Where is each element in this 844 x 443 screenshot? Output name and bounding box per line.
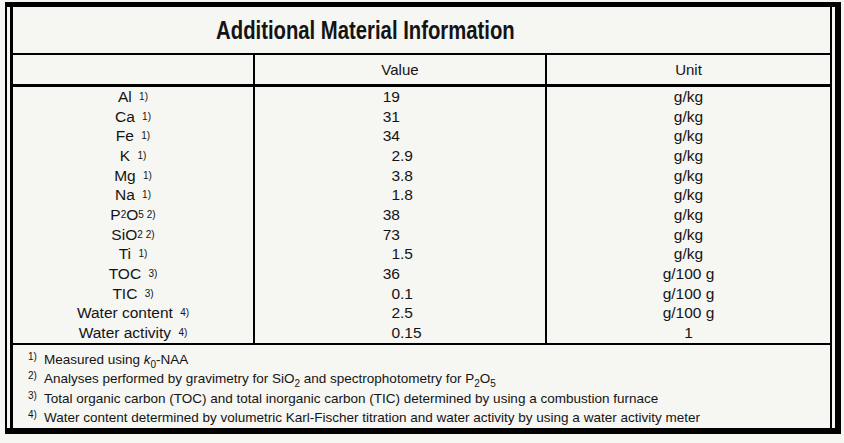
column-header-unit: Unit — [547, 55, 830, 84]
value-cell: 36 — [255, 264, 547, 284]
table-row: Fe 1)34g/kg — [13, 126, 830, 146]
unit-cell: g/kg — [547, 146, 830, 166]
footnote-marker: 4) — [28, 409, 37, 420]
table-row: SiO2 2)73g/kg — [13, 225, 830, 245]
value-cell: 31 — [255, 107, 547, 127]
table-title-row: Additional Material Information — [13, 7, 830, 55]
material-name-cell: Fe 1) — [13, 126, 255, 146]
unit-cell: g/100 g — [547, 304, 830, 324]
footnote: 4) Water content determined by volumetric… — [28, 408, 818, 427]
column-header-value: Value — [255, 55, 547, 84]
material-name-cell: Al 1) — [13, 87, 255, 107]
material-name-cell: P2O5 2) — [13, 205, 255, 225]
page-title: Additional Material Information — [216, 15, 515, 46]
material-name-cell: K 1) — [13, 146, 255, 166]
footnote: 3) Total organic carbon (TOC) and total i… — [28, 389, 818, 408]
footnote-text: Total organic carbon (TOC) and total ino… — [44, 391, 658, 406]
material-name-cell: Water content 4) — [13, 304, 255, 324]
value-cell: 0.15 — [255, 323, 547, 343]
footnotes-section: 1) Measured using k0-NAA 2) Analyses perfor… — [13, 345, 830, 428]
table-row: Water activity 4)0.151 — [13, 323, 830, 343]
table-row: K 1)2.9g/kg — [13, 146, 830, 166]
value-cell: 2.5 — [255, 304, 547, 324]
value-cell: 3.8 — [255, 166, 547, 186]
table-row: Na 1)1.8g/kg — [13, 185, 830, 205]
footnote-text: Water content determined by volumetric K… — [44, 410, 700, 425]
material-name-cell: Water activity 4) — [13, 323, 255, 343]
material-info-table: Additional Material Information Value Un… — [10, 7, 832, 428]
footnote-marker: 2) — [28, 370, 37, 381]
footnote: 2) Analyses performed by gravimetry for S… — [28, 369, 818, 388]
table-row: TOC 3)36g/100 g — [13, 264, 830, 284]
column-header-material — [13, 55, 255, 84]
document-frame: Additional Material Information Value Un… — [5, 2, 841, 434]
unit-cell: g/kg — [547, 107, 830, 127]
material-name-cell: Ti 1) — [13, 245, 255, 265]
unit-cell: 1 — [547, 323, 830, 343]
table-row: Ca 1)31g/kg — [13, 107, 830, 127]
unit-cell: g/kg — [547, 185, 830, 205]
table-row: Water content 4)2.5g/100 g — [13, 304, 830, 324]
value-cell: 38 — [255, 205, 547, 225]
unit-cell: g/kg — [547, 166, 830, 186]
footnote-marker: 1) — [28, 351, 37, 362]
table-body: Al 1)19g/kgCa 1)31g/kgFe 1)34g/kgK 1)2.9… — [13, 87, 830, 345]
table-header-row: Value Unit — [13, 55, 830, 87]
value-cell: 73 — [255, 225, 547, 245]
unit-cell: g/100 g — [547, 284, 830, 304]
material-name-cell: Mg 1) — [13, 166, 255, 186]
table-row: Mg 1)3.8g/kg — [13, 166, 830, 186]
unit-cell: g/kg — [547, 87, 830, 107]
material-name-cell: TIC 3) — [13, 284, 255, 304]
material-name-cell: TOC 3) — [13, 264, 255, 284]
value-cell: 0.1 — [255, 284, 547, 304]
table-row: Ti 1)1.5g/kg — [13, 245, 830, 265]
value-cell: 1.5 — [255, 245, 547, 265]
unit-cell: g/kg — [547, 225, 830, 245]
value-cell: 19 — [255, 87, 547, 107]
footnote-text: Measured using k0-NAA — [44, 352, 188, 367]
unit-cell: g/kg — [547, 126, 830, 146]
material-name-cell: Ca 1) — [13, 107, 255, 127]
value-cell: 2.9 — [255, 146, 547, 166]
footnote-marker: 3) — [28, 390, 37, 401]
table-row: Al 1)19g/kg — [13, 87, 830, 107]
material-name-cell: SiO2 2) — [13, 225, 255, 245]
unit-cell: g/kg — [547, 205, 830, 225]
unit-cell: g/kg — [547, 245, 830, 265]
material-name-cell: Na 1) — [13, 185, 255, 205]
table-row: P2O5 2)38g/kg — [13, 205, 830, 225]
unit-cell: g/100 g — [547, 264, 830, 284]
table-row: TIC 3)0.1g/100 g — [13, 284, 830, 304]
footnote-text: Analyses performed by gravimetry for SiO… — [44, 371, 496, 386]
footnote: 1) Measured using k0-NAA — [28, 350, 818, 369]
value-cell: 1.8 — [255, 185, 547, 205]
value-cell: 34 — [255, 126, 547, 146]
